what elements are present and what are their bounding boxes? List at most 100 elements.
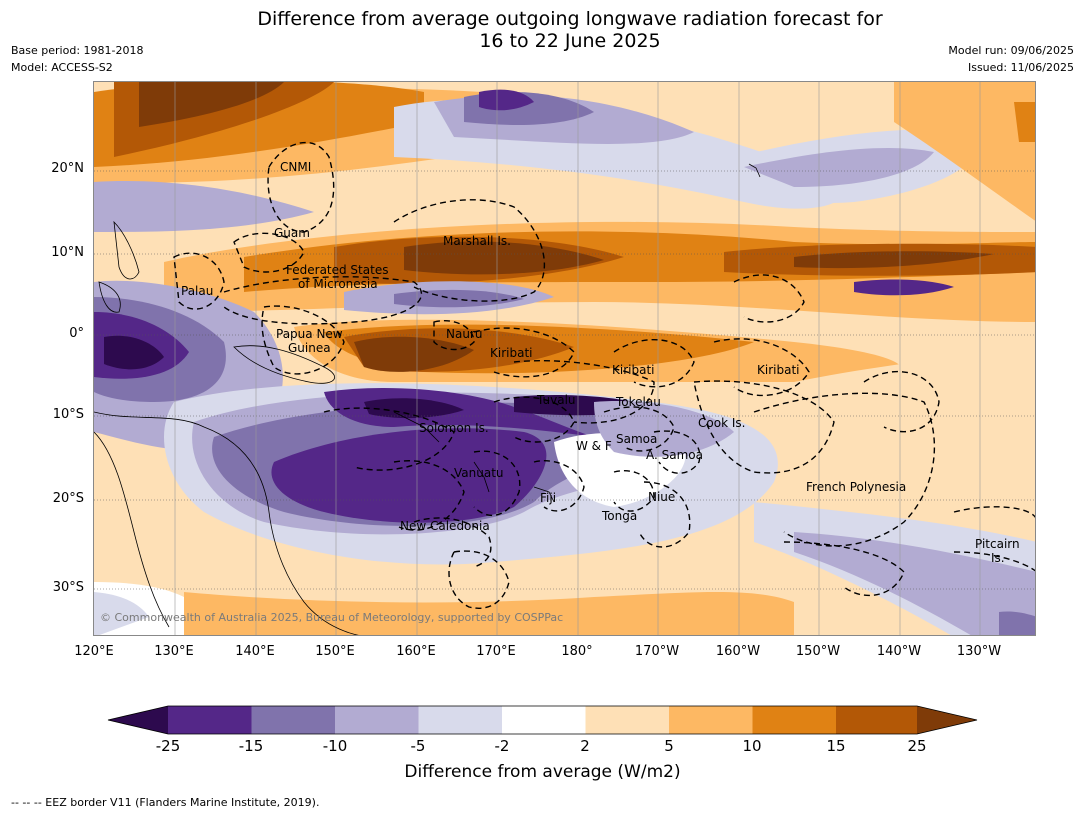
anomaly-region bbox=[364, 398, 464, 419]
lon-tick-150e: 150°E bbox=[315, 644, 355, 659]
title-line-1: Difference from average outgoing longwav… bbox=[257, 8, 883, 30]
copyright-notice: © Commonwealth of Australia 2025, Bureau… bbox=[100, 611, 563, 624]
meta-right: Model run: 09/06/2025 Issued: 11/06/2025 bbox=[948, 42, 1074, 76]
meta-left: Base period: 1981-2018 Model: ACCESS-S2 bbox=[11, 42, 143, 76]
colorbar-extend-low bbox=[108, 706, 168, 734]
colorbar-tick: 10 bbox=[742, 737, 762, 755]
label-palau: Palau bbox=[181, 284, 213, 298]
colorbar-bin bbox=[335, 706, 419, 734]
lon-tick-140w: 140°W bbox=[876, 644, 922, 659]
label-kiribati-west: Kiribati bbox=[490, 346, 532, 360]
label-marshall-islands: Marshall Is. bbox=[443, 234, 511, 248]
lat-tick-equator: 0° bbox=[69, 326, 84, 341]
label-tuvalu: Tuvalu bbox=[536, 393, 576, 407]
model-name: Model: ACCESS-S2 bbox=[11, 61, 113, 74]
anomaly-region bbox=[894, 82, 1035, 221]
issued-date: Issued: 11/06/2025 bbox=[967, 61, 1074, 74]
label-kiribati-central: Kiribati bbox=[612, 363, 654, 377]
anomaly-region bbox=[744, 147, 934, 187]
label-nauru: Nauru bbox=[446, 327, 482, 341]
olr-anomaly-map: CNMI Guam Marshall Is. Federated States … bbox=[94, 82, 1035, 635]
anomaly-region bbox=[104, 335, 164, 370]
base-period: Base period: 1981-2018 bbox=[11, 44, 144, 57]
colorbar-bin bbox=[502, 706, 586, 734]
colorbar-bin bbox=[669, 706, 753, 734]
title-line-2: 16 to 22 June 2025 bbox=[479, 30, 661, 52]
lon-tick-160w: 160°W bbox=[715, 644, 761, 659]
label-samoa: Samoa bbox=[616, 432, 657, 446]
anomaly-region bbox=[184, 592, 794, 635]
anomaly-region bbox=[794, 251, 994, 269]
label-fiji: Fiji bbox=[540, 491, 556, 505]
label-cnmi: CNMI bbox=[280, 160, 311, 174]
label-solomon-islands: Solomon Is. bbox=[419, 421, 489, 435]
label-vanuatu: Vanuatu bbox=[454, 466, 504, 480]
anomaly-region bbox=[354, 336, 474, 372]
label-fsm-line1: Federated States bbox=[286, 263, 388, 277]
model-run: Model run: 09/06/2025 bbox=[948, 44, 1074, 57]
anomaly-region bbox=[1014, 102, 1035, 142]
colorbar-bin bbox=[585, 706, 669, 734]
lon-tick-170w: 170°W bbox=[634, 644, 680, 659]
map-panel: CNMI Guam Marshall Is. Federated States … bbox=[93, 81, 1036, 636]
colorbar-bin bbox=[752, 706, 836, 734]
lon-tick-130w: 130°W bbox=[956, 644, 1002, 659]
anomaly-region bbox=[854, 279, 954, 296]
label-french-polynesia: French Polynesia bbox=[806, 480, 906, 494]
colorbar-extend-high bbox=[917, 706, 977, 734]
anomaly-region bbox=[479, 89, 534, 111]
colorbar-bin bbox=[251, 706, 335, 734]
colorbar-tick: -2 bbox=[494, 737, 510, 755]
lat-tick-20s: 20°S bbox=[52, 491, 84, 506]
label-png-line1: Papua New bbox=[276, 327, 343, 341]
eez-footnote: -- -- -- EEZ border V11 (Flanders Marine… bbox=[11, 796, 320, 809]
anomaly-region bbox=[94, 181, 314, 232]
lon-tick-140e: 140°E bbox=[235, 644, 275, 659]
lon-tick-130e: 130°E bbox=[154, 644, 194, 659]
label-wallis-futuna: W & F bbox=[576, 439, 612, 453]
lat-tick-10s: 10°S bbox=[52, 407, 84, 422]
lon-tick-170e: 170°E bbox=[476, 644, 516, 659]
colorbar-tick: 5 bbox=[664, 737, 674, 755]
colorbar-tick: 2 bbox=[580, 737, 590, 755]
label-kiribati-east: Kiribati bbox=[757, 363, 799, 377]
colorbar-bin bbox=[418, 706, 502, 734]
map-title: Difference from average outgoing longwav… bbox=[0, 8, 1085, 52]
lon-tick-180: 180° bbox=[561, 644, 593, 659]
label-niue: Niue bbox=[648, 490, 675, 504]
colorbar-tick: -25 bbox=[155, 737, 181, 755]
label-new-caledonia: New Caledonia bbox=[400, 519, 490, 533]
anomaly-region bbox=[594, 401, 734, 457]
lon-tick-150w: 150°W bbox=[795, 644, 841, 659]
lat-tick-30s: 30°S bbox=[52, 580, 84, 595]
eez-borders bbox=[173, 141, 1035, 609]
label-guam: Guam bbox=[274, 226, 310, 240]
colorbar-bin bbox=[168, 706, 252, 734]
coastlines bbox=[94, 163, 761, 635]
label-pitcairn-line2: Is. bbox=[991, 551, 1005, 565]
graticule bbox=[94, 170, 1035, 590]
lat-tick-20n: 20°N bbox=[51, 161, 84, 176]
colorbar bbox=[107, 705, 978, 735]
colorbar-tick: -15 bbox=[238, 737, 264, 755]
anomaly-region bbox=[999, 611, 1035, 635]
label-tonga: Tonga bbox=[601, 509, 637, 523]
label-pitcairn-line1: Pitcairn bbox=[975, 537, 1020, 551]
lon-tick-120e: 120°E bbox=[74, 644, 114, 659]
lon-tick-160e: 160°E bbox=[396, 644, 436, 659]
colorbar-tick: 15 bbox=[826, 737, 846, 755]
colorbar-tick: 25 bbox=[907, 737, 927, 755]
label-american-samoa: A. Samoa bbox=[646, 448, 703, 462]
anomaly-region bbox=[94, 592, 149, 635]
anomaly-region bbox=[786, 352, 1035, 522]
lat-tick-10n: 10°N bbox=[51, 245, 84, 260]
colorbar-label: Difference from average (W/m2) bbox=[404, 762, 681, 782]
anomaly-region bbox=[394, 289, 524, 308]
colorbar-bin bbox=[836, 706, 917, 734]
colorbar-tick: -5 bbox=[410, 737, 426, 755]
anomaly-region bbox=[404, 241, 604, 275]
colorbar-tick: -10 bbox=[322, 737, 348, 755]
label-fsm-line2: of Micronesia bbox=[298, 277, 378, 291]
label-tokelau: Tokelau bbox=[615, 395, 661, 409]
label-cook-islands: Cook Is. bbox=[698, 416, 745, 430]
